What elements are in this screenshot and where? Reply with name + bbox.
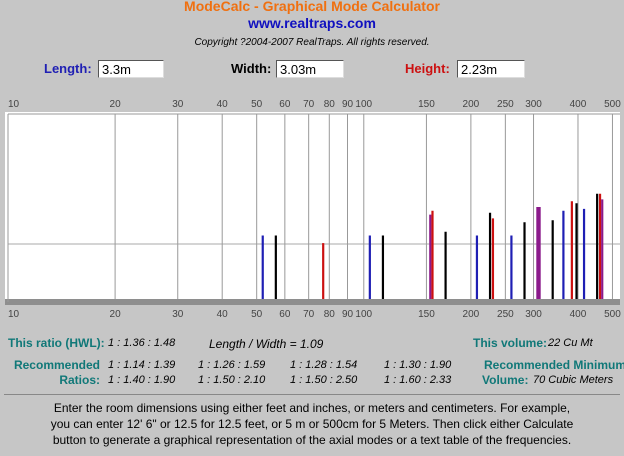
text-input[interactable]: 2.23m [457,60,525,78]
x-tick-label: 100 [355,99,372,110]
graph-area [5,112,620,304]
volume-value: 22 Cu Mt [548,337,593,349]
recommended-ratio: 1 : 1.30 : 1.90 [384,359,452,371]
recommended-ratio: 1 : 1.26 : 1.59 [198,359,266,371]
x-tick-label: 40 [217,99,229,110]
length-width: Length / Width = 1.09 [209,337,324,351]
text-input[interactable]: 3.3m [98,60,164,78]
x-tick-label: 80 [324,309,336,320]
instructions: Enter the room dimensions using either f… [4,394,620,456]
x-tick-label: 50 [251,99,263,110]
x-tick-label: 250 [497,309,514,320]
x-tick-label: 10 [8,99,20,110]
x-tick-label: 30 [172,309,184,320]
min-volume-label: Recommended Minimum [484,358,624,372]
recommended-ratio: 1 : 1.40 : 1.90 [108,374,176,386]
ratio-label: This ratio (HWL): [8,336,105,350]
input-label: Height: [405,61,450,76]
x-tick-label: 40 [217,309,229,320]
x-tick-label: 50 [251,309,263,320]
x-tick-label: 20 [110,309,122,320]
site-link[interactable]: www.realtraps.com [248,15,376,31]
x-tick-label: 400 [570,309,587,320]
x-tick-label: 20 [110,99,122,110]
x-tick-label: 80 [324,99,336,110]
baseline [5,299,620,305]
recommended-label: Ratios: [59,373,100,387]
x-tick-label: 10 [8,309,20,320]
x-tick-label: 60 [279,309,291,320]
instruction-line: you can enter 12' 6" or 12.5 for 12.5 fe… [50,417,574,431]
title: ModeCalc - Graphical Mode Calculator [184,0,440,14]
text-input[interactable]: 3.03m [276,60,344,78]
recommended-ratio: 1 : 1.50 : 2.50 [290,374,358,386]
x-tick-label: 500 [604,309,621,320]
recommended-ratio: 1 : 1.50 : 2.10 [198,374,266,386]
x-tick-label: 500 [604,99,621,110]
instruction-line: Enter the room dimensions using either f… [53,401,571,415]
x-tick-label: 100 [355,309,372,320]
x-tick-label: 90 [342,309,354,320]
copyright: Copyright ?2004-2007 RealTraps. All righ… [194,37,430,48]
x-tick-label: 70 [303,99,315,110]
volume-label: This volume: [473,336,548,350]
x-tick-label: 250 [497,99,514,110]
recommended-ratio: 1 : 1.28 : 1.54 [290,359,358,371]
ratio-value: 1 : 1.36 : 1.48 [108,337,176,349]
x-tick-label: 30 [172,99,184,110]
recommended-ratio: 1 : 1.14 : 1.39 [108,359,176,371]
x-tick-label: 200 [463,309,480,320]
x-tick-label: 70 [303,309,315,320]
x-tick-label: 90 [342,99,354,110]
x-tick-label: 400 [570,99,587,110]
min-volume: 70 Cubic Meters [533,374,614,386]
x-tick-label: 300 [525,309,542,320]
x-tick-label: 150 [418,99,435,110]
x-tick-label: 60 [279,99,291,110]
x-tick-label: 300 [525,99,542,110]
recommended-ratio: 1 : 1.60 : 2.33 [384,374,452,386]
mode-graph: 1010202030304040505060607070808090901001… [5,99,621,320]
input-label: Width: [231,61,272,76]
min-volume-label: Volume: [482,373,529,387]
recommended-label: Recommended [13,358,100,372]
x-tick-label: 150 [418,309,435,320]
input-label: Length: [44,61,92,76]
instruction-line: button to generate a graphical represent… [52,433,572,447]
x-tick-label: 200 [463,99,480,110]
